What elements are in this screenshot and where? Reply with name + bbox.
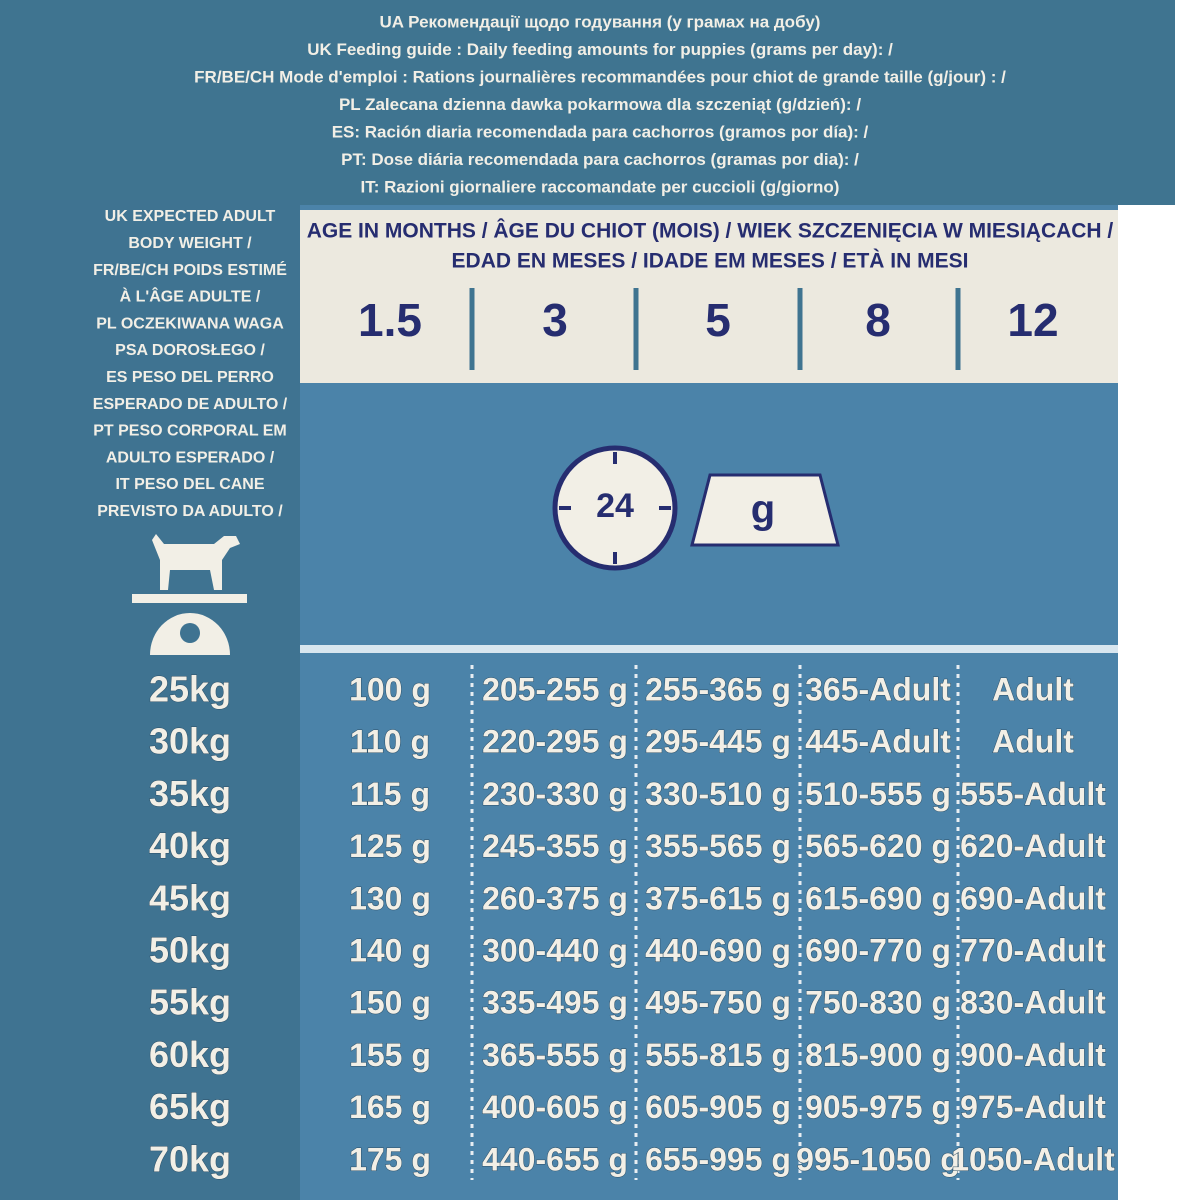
feeding-amount: 815-900 g xyxy=(805,1037,951,1073)
table-top-edge xyxy=(300,645,1118,653)
weight-value: 70kg xyxy=(149,1138,231,1179)
header-line: PT: Dose diária recomendada para cachorr… xyxy=(341,150,859,169)
header-line: ES: Ración diaria recomendada para cacho… xyxy=(332,122,869,141)
header-line: UA Рекомендації щодо годування (у грамах… xyxy=(380,12,821,31)
age-value: 5 xyxy=(705,294,731,346)
age-header-line: AGE IN MONTHS / ÂGE DU CHIOT (MOIS) / WI… xyxy=(307,219,1114,243)
feeding-amount: 555-815 g xyxy=(645,1037,791,1073)
feeding-amount: 375-615 g xyxy=(645,880,791,916)
feeding-amount: 440-655 g xyxy=(482,1141,628,1177)
feeding-amount: 510-555 g xyxy=(805,776,951,812)
age-value: 3 xyxy=(542,294,568,346)
weight-label-line: BODY WEIGHT / xyxy=(128,235,252,252)
weight-value: 30kg xyxy=(149,721,231,762)
feeding-amount: 205-255 g xyxy=(482,671,628,707)
scale-dial xyxy=(180,623,200,643)
feeding-amount: 150 g xyxy=(349,985,431,1021)
weight-value: 45kg xyxy=(149,877,231,918)
feeding-amount: 620-Adult xyxy=(960,828,1106,864)
header-line: UK Feeding guide : Daily feeding amounts… xyxy=(307,40,893,59)
feeding-amount: 750-830 g xyxy=(805,985,951,1021)
weight-label-line: ADULTO ESPERADO / xyxy=(106,449,275,466)
weight-value: 25kg xyxy=(149,669,231,710)
feeding-amount: 770-Adult xyxy=(960,932,1106,968)
clock-label: 24 xyxy=(596,487,634,525)
weight-value: 50kg xyxy=(149,930,231,971)
feeding-amount: 355-565 g xyxy=(645,828,791,864)
age-header-line: EDAD EN MESES / IDADE EM MESES / ETÀ IN … xyxy=(452,250,969,273)
feeding-amount: 615-690 g xyxy=(805,880,951,916)
feeding-amount: 230-330 g xyxy=(482,776,628,812)
feeding-amount: 115 g xyxy=(350,776,430,812)
header-band xyxy=(0,0,1175,205)
feeding-amount: 260-375 g xyxy=(482,880,628,916)
feeding-amount: 905-975 g xyxy=(805,1089,951,1125)
feeding-amount: 690-Adult xyxy=(960,880,1106,916)
feeding-amount: 690-770 g xyxy=(805,932,951,968)
weight-label-line: IT PESO DEL CANE xyxy=(115,476,264,493)
header-line: PL Zalecana dzienna dawka pokarmowa dla … xyxy=(339,95,861,114)
feeding-amount: 165 g xyxy=(349,1089,431,1125)
feeding-amount: 140 g xyxy=(349,932,431,968)
weight-label-line: FR/BE/CH POIDS ESTIMÉ xyxy=(93,260,287,279)
feeding-amount: 400-605 g xyxy=(482,1089,628,1125)
feeding-amount: 995-1050 g xyxy=(796,1141,960,1177)
feeding-amount: 830-Adult xyxy=(960,985,1106,1021)
weight-label-line: PSA DOROSŁEGO / xyxy=(115,342,265,359)
feeding-amount: 365-Adult xyxy=(805,671,951,707)
feeding-amount: 155 g xyxy=(349,1037,431,1073)
weight-label-line: UK EXPECTED ADULT xyxy=(105,208,276,225)
feeding-amount: 365-555 g xyxy=(482,1037,628,1073)
feeding-amount: 330-510 g xyxy=(645,776,791,812)
age-value: 1.5 xyxy=(358,294,422,346)
header-line: FR/BE/CH Mode d'emploi : Rations journal… xyxy=(194,67,1006,86)
feeding-amount: 220-295 g xyxy=(482,724,628,760)
bowl-icon xyxy=(690,473,840,547)
feeding-amount: 295-445 g xyxy=(645,724,791,760)
feeding-amount: 245-355 g xyxy=(482,828,628,864)
feeding-amount: 495-750 g xyxy=(645,985,791,1021)
weight-label-line: À L'ÂGE ADULTE / xyxy=(120,287,261,306)
feeding-amount: 900-Adult xyxy=(960,1037,1106,1073)
clock-icon xyxy=(552,445,678,571)
feeding-amount: Adult xyxy=(992,671,1074,707)
weight-label-line: PREVISTO DA ADULTO / xyxy=(97,503,283,520)
weight-value: 65kg xyxy=(149,1086,231,1127)
feeding-amount: 555-Adult xyxy=(960,776,1106,812)
feeding-amount: 100 g xyxy=(349,671,431,707)
weight-label-line: PL OCZEKIWANA WAGA xyxy=(96,315,284,332)
weight-label-line: PT PESO CORPORAL EM xyxy=(93,423,287,440)
feeding-amount: 110 g xyxy=(350,724,430,760)
feeding-amount: Adult xyxy=(992,724,1074,760)
feeding-amount: 565-620 g xyxy=(805,828,951,864)
feeding-amount: 130 g xyxy=(349,880,431,916)
feeding-amount: 175 g xyxy=(349,1141,431,1177)
feeding-amount: 605-905 g xyxy=(645,1089,791,1125)
age-value: 8 xyxy=(865,294,891,346)
feeding-amount: 255-365 g xyxy=(645,671,791,707)
feeding-amount: 335-495 g xyxy=(482,985,628,1021)
feeding-amount: 445-Adult xyxy=(805,724,951,760)
weight-label-line: ES PESO DEL PERRO xyxy=(106,369,274,386)
weight-value: 55kg xyxy=(149,982,231,1023)
feeding-amount: 300-440 g xyxy=(482,932,628,968)
left-column xyxy=(0,200,300,1200)
weight-label-line: ESPERADO DE ADULTO / xyxy=(93,396,288,413)
age-dividers xyxy=(469,288,961,370)
age-header-band xyxy=(300,210,1118,383)
bowl-label: g xyxy=(751,488,775,532)
feeding-amount: 440-690 g xyxy=(645,932,791,968)
weight-value: 60kg xyxy=(149,1034,231,1075)
weight-value: 40kg xyxy=(149,825,231,866)
feeding-amount: 125 g xyxy=(349,828,431,864)
header-line: IT: Razioni giornaliere raccomandate per… xyxy=(361,177,840,196)
feeding-amount: 1050-Adult xyxy=(951,1141,1115,1177)
weight-value: 35kg xyxy=(149,773,231,814)
age-value: 12 xyxy=(1007,294,1058,346)
feeding-amount: 655-995 g xyxy=(645,1141,791,1177)
feeding-amount: 975-Adult xyxy=(960,1089,1106,1125)
